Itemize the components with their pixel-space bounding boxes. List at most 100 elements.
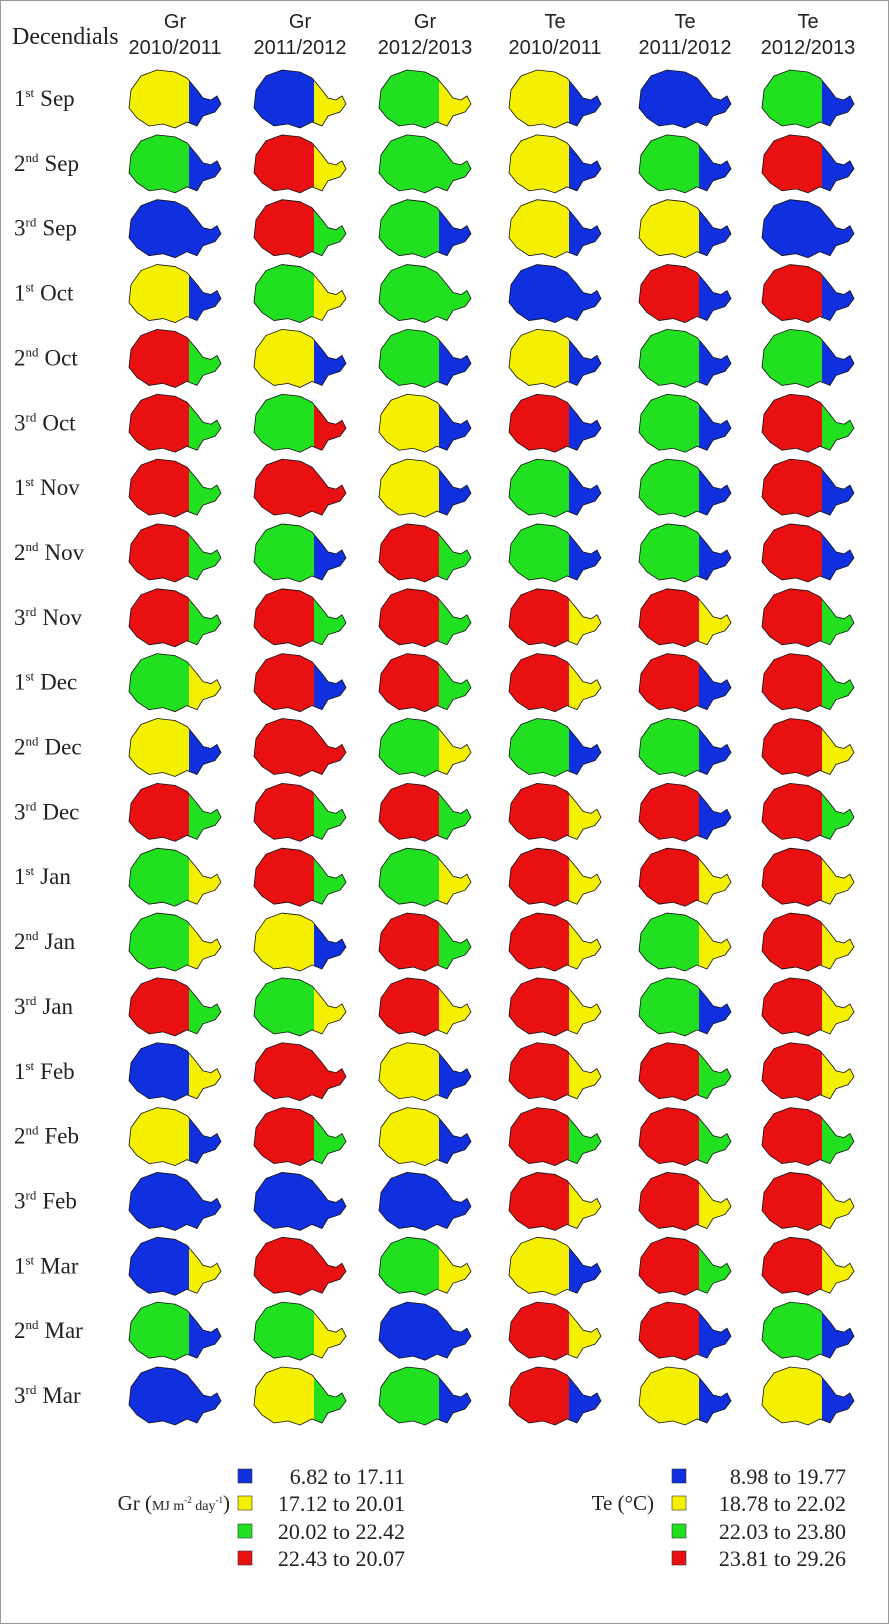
map [638, 912, 732, 972]
map-east-patch [189, 588, 221, 647]
row-ordinal: 1 [14, 86, 26, 111]
map [378, 458, 472, 518]
map-east-patch [189, 783, 221, 842]
row-month: Feb [40, 1059, 75, 1084]
map-east-patch [699, 329, 731, 388]
row-suffix: rd [26, 604, 37, 619]
legend-text: 17.12 to 20.01 [278, 1491, 405, 1516]
map-outline [508, 1172, 602, 1231]
map [638, 1042, 732, 1102]
map [508, 653, 602, 713]
map-east-patch [189, 70, 221, 128]
map-east-patch [314, 523, 346, 582]
map [761, 1236, 855, 1296]
row-month: Mar [42, 1383, 81, 1408]
row-suffix: nd [26, 1123, 40, 1138]
map-east-patch [569, 199, 601, 258]
map-east-patch [822, 1107, 854, 1166]
map-outline [128, 912, 222, 972]
map [253, 718, 347, 777]
map [253, 1301, 347, 1361]
map-east-patch [699, 848, 731, 907]
map-east-patch [439, 264, 471, 323]
legend-swatch [237, 1495, 253, 1511]
map [128, 1301, 222, 1361]
map-east-patch [314, 653, 346, 712]
legend-text: 23.81 to 29.26 [719, 1546, 846, 1571]
map-outline [638, 523, 732, 583]
legend-label-part: ) [223, 1491, 230, 1515]
map [128, 199, 222, 259]
map [508, 264, 602, 323]
map-outline [761, 264, 855, 323]
map-outline [378, 588, 472, 648]
map [128, 1107, 222, 1167]
map [128, 912, 222, 972]
map-east-patch [569, 70, 601, 128]
map-outline [378, 199, 472, 259]
map-outline [508, 264, 602, 323]
row-suffix: nd [26, 344, 40, 359]
map-east-patch [314, 1237, 346, 1296]
map-east-patch [189, 1302, 221, 1361]
map [128, 393, 222, 453]
map [378, 1107, 472, 1167]
map-east-patch [822, 977, 854, 1036]
row-suffix: nd [26, 734, 40, 749]
map-east-patch [189, 523, 221, 582]
row-suffix: nd [26, 1317, 40, 1332]
map-outline [761, 393, 855, 453]
row-month: Jan [45, 929, 76, 954]
map [128, 458, 222, 518]
map [638, 134, 732, 194]
map [253, 1107, 347, 1167]
map-east-patch [439, 134, 471, 193]
map-east-patch [822, 199, 854, 258]
map [638, 264, 732, 323]
row-suffix: st [26, 1058, 35, 1073]
map-outline [253, 782, 347, 842]
row-month: Nov [45, 540, 85, 565]
row-suffix: st [26, 863, 35, 878]
map-outline [378, 1107, 472, 1167]
row-month: Mar [40, 1253, 79, 1278]
row-month: Oct [42, 410, 76, 435]
map-outline [508, 458, 602, 518]
map-outline [378, 393, 472, 453]
column-variable: Gr [289, 11, 312, 33]
row-month: Oct [40, 281, 74, 306]
map [128, 588, 222, 648]
map-east-patch [822, 913, 854, 972]
map-outline [253, 264, 347, 323]
map-east-patch [439, 459, 471, 518]
row-suffix: rd [26, 993, 37, 1008]
map-east-patch [189, 848, 221, 907]
map-outline [638, 1172, 732, 1231]
map-outline [638, 847, 732, 907]
map [638, 782, 732, 842]
map-outline [761, 847, 855, 907]
row-month: Jan [40, 864, 71, 889]
map-east-patch [189, 134, 221, 193]
map-outline [253, 199, 347, 259]
row-ordinal: 1 [14, 475, 26, 500]
map [761, 847, 855, 907]
map [761, 134, 855, 194]
map-east-patch [699, 1042, 731, 1101]
map-east-patch [189, 329, 221, 388]
map-outline [761, 1042, 855, 1102]
map-outline [128, 328, 222, 388]
map-outline [508, 199, 602, 259]
row-label: 2nd Nov [14, 539, 85, 565]
map [761, 458, 855, 518]
row-month: Nov [42, 605, 82, 630]
map-outline [128, 458, 222, 518]
map-outline [761, 134, 855, 194]
map [128, 1236, 222, 1296]
map-east-patch [822, 783, 854, 842]
map [508, 1301, 602, 1361]
map [638, 1366, 732, 1426]
row-ordinal: 3 [14, 605, 26, 630]
row-label: 1st Feb [14, 1058, 75, 1084]
map-outline [128, 1042, 222, 1102]
